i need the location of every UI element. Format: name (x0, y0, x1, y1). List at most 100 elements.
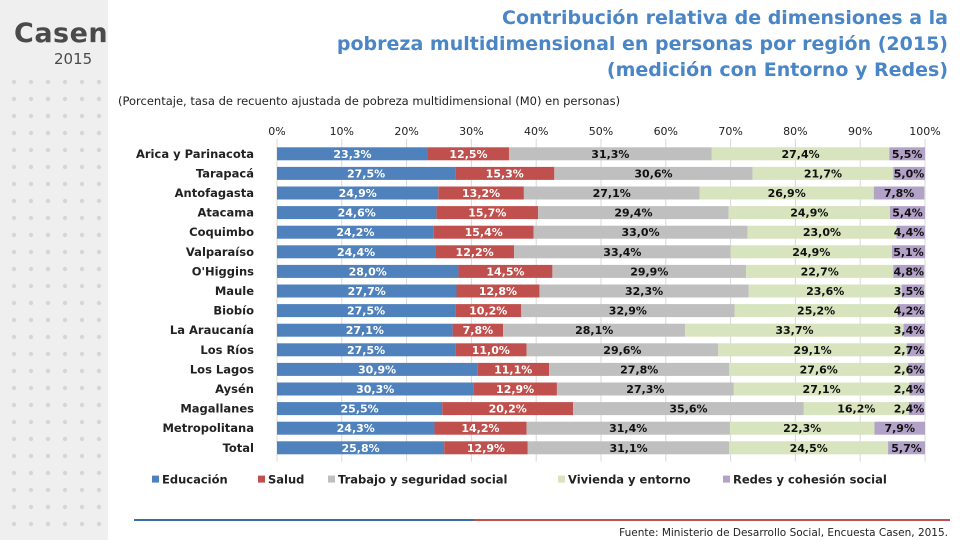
data-label: 30,3% (356, 383, 394, 396)
bar-segment (888, 441, 925, 455)
bar-segment (277, 206, 437, 220)
data-label: 27,1% (346, 324, 384, 337)
data-label: 24,2% (336, 226, 374, 239)
sidebar-dot (11, 300, 17, 306)
bar-segment (730, 245, 892, 259)
data-label: 27,5% (347, 167, 385, 180)
bar-segment (434, 421, 527, 435)
source-note: Fuente: Ministerio de Desarrollo Social,… (619, 527, 948, 539)
sidebar-dot (45, 79, 51, 85)
data-label: 28,1% (575, 324, 613, 337)
sidebar-dot (96, 521, 102, 527)
bar-segment (533, 225, 748, 239)
sidebar-dot (62, 147, 68, 153)
sidebar-dot (45, 147, 51, 153)
bar-segment (514, 245, 731, 259)
data-label: 5,7% (891, 442, 922, 455)
category-label: Aysén (215, 382, 254, 396)
bar-segment (277, 421, 435, 435)
data-label: 4,2% (894, 305, 925, 318)
sidebar-dot (45, 232, 51, 238)
data-label: 28,0% (349, 265, 387, 278)
bar-segment (527, 441, 730, 455)
sidebar-dot (62, 181, 68, 187)
sidebar-dot (11, 504, 17, 510)
bar-segment (503, 323, 686, 337)
sidebar-dot (28, 232, 34, 238)
data-label: 7,8% (463, 324, 494, 337)
sidebar-dot (79, 164, 85, 170)
sidebar-dot (79, 436, 85, 442)
sidebar-dot (28, 130, 34, 136)
x-tick-label: 0% (268, 125, 285, 138)
sidebar-dot (28, 147, 34, 153)
legend-label: Redes y cohesión social (733, 473, 887, 487)
bar-segment (277, 284, 457, 298)
data-label: 24,3% (337, 422, 375, 435)
sidebar-dot (28, 266, 34, 272)
data-label: 10,2% (469, 305, 507, 318)
sidebar-dot (11, 79, 17, 85)
sidebar-dot (96, 164, 102, 170)
sidebar-dot (28, 487, 34, 493)
data-label: 26,9% (768, 187, 806, 200)
bar-segment (277, 323, 453, 337)
data-label: 15,7% (468, 207, 506, 220)
sidebar-dot (96, 181, 102, 187)
sidebar-dot (96, 487, 102, 493)
category-label: Arica y Parinacota (136, 147, 254, 161)
bar-segment (277, 264, 459, 278)
sidebar-dot (11, 113, 17, 119)
sidebar-dot (79, 521, 85, 527)
data-label: 2,4% (894, 403, 925, 416)
bar-segment (473, 382, 557, 396)
bar-segment (277, 147, 428, 161)
bar-segment (455, 166, 555, 180)
data-label: 23,6% (806, 285, 844, 298)
data-label: 21,7% (804, 167, 842, 180)
data-label: 5,0% (894, 167, 925, 180)
legend-swatch (328, 475, 335, 483)
data-label: 4,8% (894, 265, 925, 278)
data-label: 27,5% (347, 344, 385, 357)
bar-segment (552, 264, 747, 278)
sidebar-dot (62, 232, 68, 238)
data-label: 5,1% (893, 246, 924, 259)
category-label: Maule (215, 284, 254, 298)
sidebar-dot (28, 249, 34, 255)
bar-segment (556, 382, 734, 396)
sidebar-dot (45, 130, 51, 136)
data-label: 11,1% (494, 363, 532, 376)
bar-segment (277, 166, 456, 180)
sidebar-dot (45, 215, 51, 221)
sidebar-dot (79, 317, 85, 323)
data-label: 25,5% (341, 403, 379, 416)
data-label: 31,3% (591, 148, 629, 161)
bar-segment (746, 264, 894, 278)
bar-segment (891, 245, 925, 259)
bar-segment (897, 304, 925, 318)
bar-segment (874, 421, 925, 435)
sidebar-dot (62, 300, 68, 306)
bar-segment (526, 343, 719, 357)
bar-segment (909, 382, 925, 396)
data-label: 27,1% (593, 187, 631, 200)
sidebar-dot (79, 113, 85, 119)
data-label: 15,3% (486, 167, 524, 180)
sidebar-dot (45, 334, 51, 340)
sidebar-dot (96, 334, 102, 340)
data-label: 2,6% (894, 363, 925, 376)
category-label: La Araucanía (170, 323, 254, 337)
bar-segment (873, 186, 925, 200)
bar-segment (748, 284, 902, 298)
sidebar-dot (28, 300, 34, 306)
sidebar-dot (79, 300, 85, 306)
sidebar-dot (45, 385, 51, 391)
bar-segment (729, 441, 889, 455)
x-tick-label: 30% (459, 125, 483, 138)
sidebar-dot (45, 368, 51, 374)
sidebar-dot (11, 215, 17, 221)
bar-segment (901, 284, 925, 298)
data-label: 7,9% (884, 422, 915, 435)
sidebar-dot (28, 317, 34, 323)
